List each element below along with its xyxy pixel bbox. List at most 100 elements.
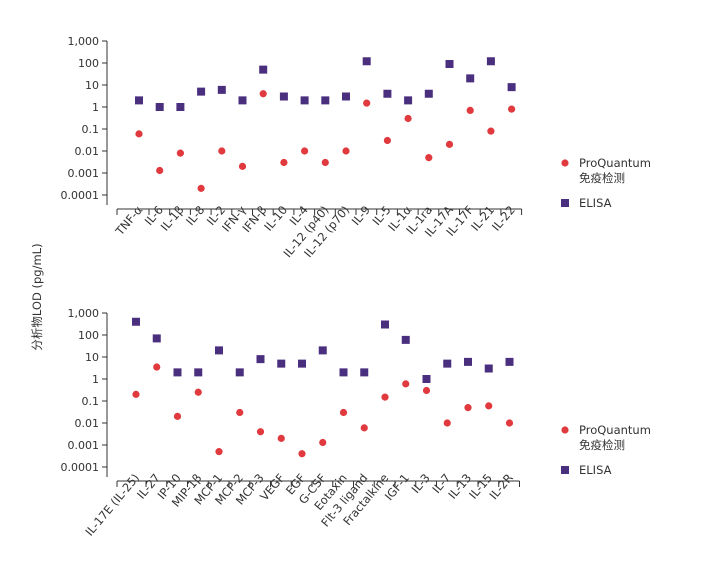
proquantum-point (505, 419, 514, 427)
elisa-point (422, 375, 431, 383)
x-category-label: IL-2R (486, 471, 515, 502)
y-tick-label: 1 (92, 101, 99, 114)
proquantum-point (508, 105, 516, 113)
elisa-point (256, 355, 265, 364)
y-tick-label: 100 (78, 57, 99, 70)
proquantum-point (466, 106, 474, 115)
elisa-point (339, 368, 348, 377)
proquantum-point (153, 363, 161, 371)
proquantum-point (215, 448, 223, 456)
proquantum-point (383, 136, 391, 145)
x-category-label: IL-8 (183, 203, 207, 228)
proquantum-point (321, 158, 329, 167)
proquantum-point (339, 408, 348, 417)
legend-proquantum-label: ProQuantum (579, 423, 651, 437)
elisa-point (135, 96, 143, 105)
proquantum-point (402, 380, 410, 388)
elisa-point (464, 357, 472, 366)
x-category-label: TNF-α (112, 203, 145, 239)
y-tick-label: 0.1 (82, 395, 100, 408)
legend-elisa-marker (561, 199, 569, 207)
x-category-label: IL-22 (489, 203, 518, 234)
elisa-point (173, 368, 182, 377)
x-category-label: IL-10 (261, 203, 290, 234)
elisa-point (321, 96, 330, 105)
elisa-point (235, 368, 244, 377)
elisa-point (238, 96, 247, 105)
proquantum-point (319, 438, 327, 447)
elisa-point (505, 357, 514, 366)
elisa-point (342, 92, 350, 101)
elisa-point (401, 335, 410, 344)
elisa-point (318, 346, 327, 355)
proquantum-point (135, 130, 143, 138)
proquantum-point (259, 90, 267, 98)
proquantum-point (342, 147, 350, 155)
proquantum-point (422, 386, 431, 395)
elisa-point (176, 103, 185, 111)
elisa-point (484, 364, 493, 373)
y-axis-title: 分析物LOD (pg/mL) (30, 243, 44, 350)
proquantum-point (301, 147, 309, 155)
elisa-point (443, 359, 452, 368)
legend-elisa-label: ELISA (579, 196, 612, 210)
elisa-point (197, 87, 206, 96)
elisa-point (300, 96, 309, 105)
elisa-point (132, 317, 140, 326)
elisa-point (486, 57, 495, 66)
elisa-point (279, 92, 288, 101)
proquantum-point (236, 408, 244, 417)
proquantum-point (176, 149, 184, 157)
proquantum-point (280, 158, 288, 167)
elisa-point (215, 346, 223, 355)
y-tick-label: 10 (85, 79, 99, 92)
y-tick-label: 0.0001 (61, 189, 100, 202)
elisa-point (155, 103, 164, 111)
y-tick-label: 100 (78, 329, 99, 342)
legend-proquantum-marker (561, 159, 569, 167)
elisa-point (424, 89, 433, 98)
proquantum-point (404, 114, 412, 123)
elisa-point (360, 368, 369, 377)
proquantum-point (298, 450, 306, 458)
y-tick-label: 0.1 (82, 123, 100, 136)
y-tick-label: 0.001 (68, 439, 100, 452)
elisa-point (298, 359, 306, 368)
legend-proquantum-label: ProQuantum (579, 156, 651, 170)
elisa-point (277, 359, 286, 368)
proquantum-point (132, 390, 140, 398)
legend-elisa-marker (561, 466, 569, 474)
legend-proquantum-marker (561, 426, 569, 434)
elisa-point (404, 96, 413, 105)
proquantum-point (425, 154, 433, 162)
y-tick-label: 0.01 (75, 417, 100, 430)
proquantum-point (197, 184, 205, 192)
elisa-point (383, 89, 392, 98)
elisa-point (217, 85, 226, 94)
x-category-label: IL-1β (158, 203, 187, 234)
y-tick-label: 0.01 (75, 145, 100, 158)
elisa-point (445, 60, 454, 69)
elisa-point (466, 74, 475, 83)
proquantum-point (464, 404, 472, 412)
elisa-point (152, 334, 161, 343)
y-tick-label: 1 (92, 373, 99, 386)
elisa-point (194, 368, 203, 377)
proquantum-point (443, 419, 451, 427)
elisa-point (362, 57, 371, 66)
elisa-point (259, 65, 268, 74)
x-category-label: IL-17E (IL-25) (82, 471, 142, 539)
x-category-label: IL-3 (409, 471, 433, 496)
chart-panel-top: 1,0001001010.10.010.0010.0001TNF-αIL-6IL… (61, 35, 651, 260)
elisa-point (381, 320, 389, 329)
elisa-point (507, 83, 516, 92)
proquantum-point (218, 147, 226, 155)
legend-proquantum-label: 免疫检测 (579, 438, 625, 452)
proquantum-point (256, 428, 265, 436)
proquantum-point (277, 434, 285, 442)
proquantum-point (238, 162, 247, 170)
legend-proquantum-label: 免疫检测 (579, 171, 625, 185)
